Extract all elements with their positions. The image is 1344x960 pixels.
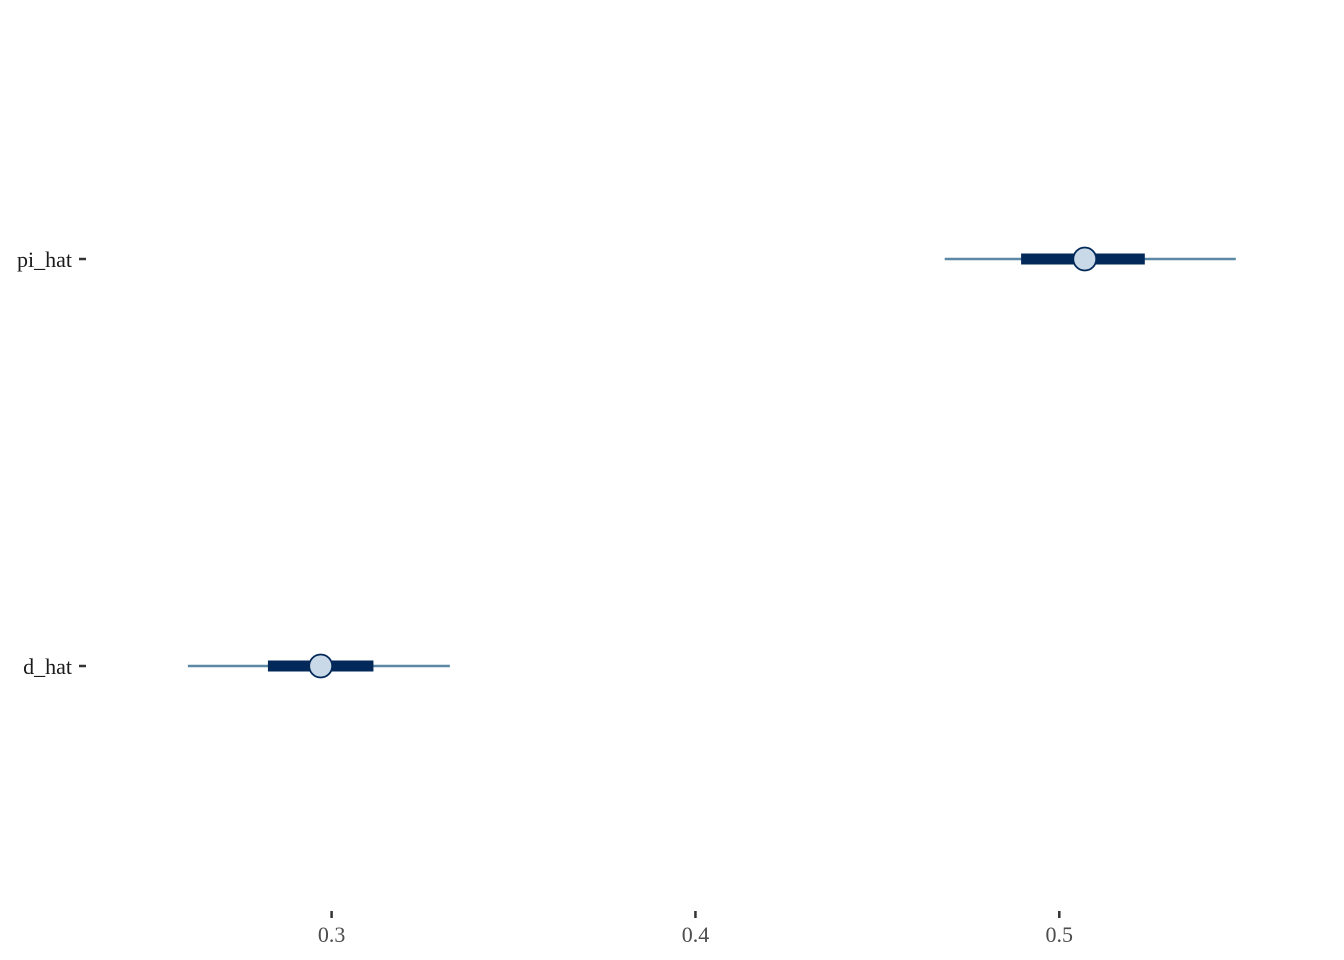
interval-marks [187,246,1236,679]
x-tick-label-2: 0.5 [1046,922,1074,947]
x-tick-label-0: 0.3 [318,922,346,947]
y-axis: pi_hat d_hat [17,247,86,679]
y-tick-label-pi_hat: pi_hat [17,247,72,272]
point-estimate-d_hat [308,653,334,679]
point-estimate-pi_hat [1072,246,1098,272]
x-axis: 0.3 0.4 0.5 [318,911,1073,947]
x-tick-label-1: 0.4 [682,922,710,947]
y-tick-label-d_hat: d_hat [23,654,72,679]
